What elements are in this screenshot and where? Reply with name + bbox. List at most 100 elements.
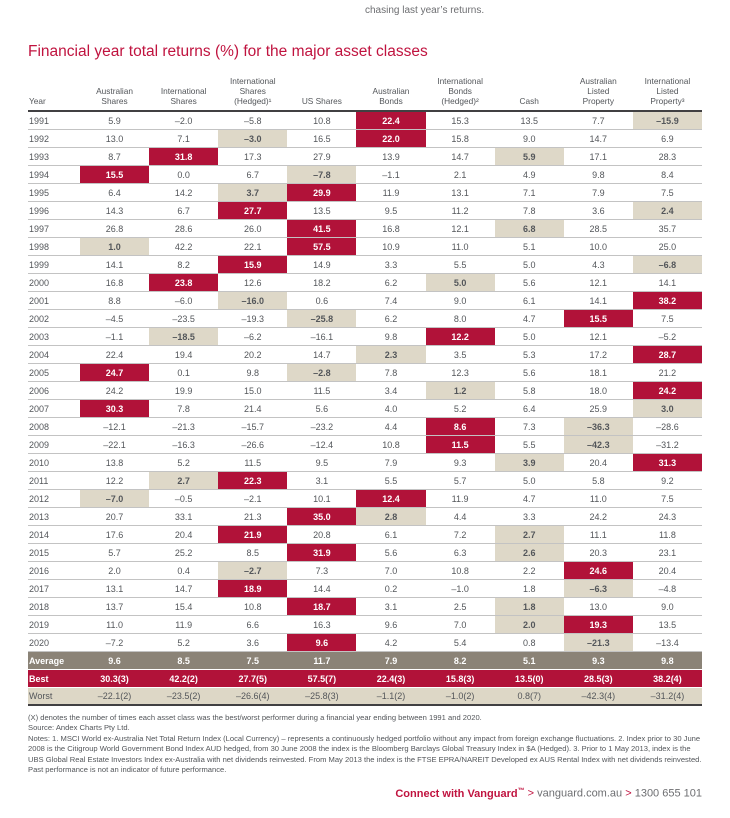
value-cell: 6.7: [246, 169, 260, 180]
worst-value-cell: –16.0: [218, 292, 288, 309]
table-row: 2017 13.1 14.7 18.9 14.4 0.2 –1.0 1.8 –6.3 –4.8: [28, 580, 702, 598]
value-cell: 5.7: [108, 547, 121, 558]
value-cell: 3.3: [522, 511, 536, 522]
value-cell: 14.3: [105, 205, 124, 216]
value-cell: –6.2: [244, 331, 262, 342]
value-cell: 12.6: [244, 277, 262, 288]
value-cell: 7.1: [522, 187, 536, 198]
value-cell: 9.5: [384, 205, 398, 216]
value-cell: 2.0: [108, 565, 121, 576]
summary-value-cell: 7.9: [384, 655, 398, 666]
worst-value-cell: 2.0: [494, 616, 564, 633]
summary-value-cell: 15.8(3): [445, 673, 475, 684]
value-cell: –5.8: [244, 115, 262, 126]
value-cell: 9.0: [522, 133, 536, 144]
best-value-cell: 41.5: [287, 220, 357, 237]
value-cell: 2.1: [453, 169, 467, 180]
value-cell: 26.0: [244, 223, 262, 234]
column-header: US Shares: [301, 95, 342, 106]
table-row: 1991 5.9 –2.0 –5.8 10.8 22.4 15.3 13.5 7.7 –15.9: [28, 112, 702, 130]
table-row: 1998 1.0 42.2 22.1 57.5 10.9 11.0 5.1 10.0 25.0: [28, 238, 702, 256]
best-value-cell: 22.4: [356, 112, 426, 129]
value-cell: –6.0: [174, 295, 193, 306]
value-cell: 28.5: [589, 223, 608, 234]
year-cell: 2006: [29, 385, 50, 396]
value-cell: 7.5: [661, 313, 674, 324]
value-cell: 5.2: [177, 637, 190, 648]
value-cell: 7.8: [384, 367, 398, 378]
value-cell: 25.2: [174, 547, 193, 558]
value-cell: 0.0: [177, 169, 190, 180]
value-cell: 5.5: [453, 259, 467, 270]
value-cell: 7.3: [315, 565, 329, 576]
value-cell: 7.9: [384, 457, 398, 468]
value-cell: 5.2: [453, 403, 467, 414]
value-cell: 23.1: [658, 547, 677, 558]
value-cell: –1.1: [105, 331, 124, 342]
value-cell: 33.1: [174, 511, 193, 522]
value-cell: 5.4: [453, 637, 467, 648]
value-cell: –31.2: [656, 439, 679, 450]
best-value-cell: 27.7: [218, 202, 288, 219]
value-cell: 16.3: [313, 619, 331, 630]
best-value-cell: 38.2: [632, 292, 702, 309]
table-row: 2006 24.2 19.9 15.0 11.5 3.4 1.2 5.8 18.0 24.2: [28, 382, 702, 400]
year-cell: 2016: [29, 565, 50, 576]
value-cell: 3.6: [246, 637, 260, 648]
value-cell: 28.6: [174, 223, 193, 234]
table-row: 2004 22.4 19.4 20.2 14.7 2.3 3.5 5.3 17.2 28.7: [28, 346, 702, 364]
table-header-row: Year Australian Shares International Shares I…: [28, 64, 702, 112]
value-cell: 7.0: [384, 565, 398, 576]
value-cell: 14.7: [589, 133, 608, 144]
value-cell: –21.3: [172, 421, 195, 432]
value-cell: –12.1: [103, 421, 126, 432]
phone-number: 1300 655 101: [634, 787, 702, 800]
worst-value-cell: 2.3: [356, 346, 426, 363]
value-cell: 8.2: [177, 259, 190, 270]
worst-value-cell: 2.7: [494, 526, 564, 543]
year-cell: 2004: [29, 349, 50, 360]
summary-value-cell: 0.8(7): [517, 691, 541, 701]
summary-value-cell: 8.5: [177, 655, 190, 666]
value-cell: –13.4: [656, 637, 679, 648]
value-cell: 14.1: [658, 277, 677, 288]
page-title: Financial year total returns (%) for the…: [28, 43, 428, 60]
value-cell: 8.5: [246, 547, 260, 558]
table-row: 2007 30.3 7.8 21.4 5.6 4.0 5.2 6.4 25.9 3.0: [28, 400, 702, 418]
value-cell: 20.7: [105, 511, 124, 522]
value-cell: 16.8: [105, 277, 124, 288]
value-cell: 2.5: [453, 601, 467, 612]
best-value-cell: 31.8: [149, 148, 219, 165]
table-row: 2011 12.2 2.7 22.3 3.1 5.5 5.7 5.0 5.8 9.2: [28, 472, 702, 490]
best-value-cell: 9.6: [287, 634, 357, 651]
value-cell: 4.7: [522, 493, 536, 504]
worst-value-cell: –2.8: [287, 364, 357, 381]
best-value-cell: 30.3: [80, 400, 150, 417]
summary-value-cell: 42.2(2): [169, 673, 198, 684]
vanguard-url: vanguard.com.au: [537, 787, 623, 800]
value-cell: 13.8: [105, 457, 124, 468]
best-value-cell: 31.9: [287, 544, 357, 561]
value-cell: –0.5: [174, 493, 193, 504]
summary-value-cell: 28.5(3): [584, 673, 613, 684]
worst-value-cell: –36.3: [563, 418, 633, 435]
best-value-cell: 12.2: [425, 328, 495, 345]
value-cell: 13.5: [658, 619, 677, 630]
value-cell: 3.1: [384, 601, 398, 612]
value-cell: 0.8: [522, 637, 536, 648]
value-cell: –15.7: [241, 421, 265, 432]
value-cell: 16.8: [382, 223, 400, 234]
value-cell: 13.0: [105, 133, 124, 144]
table-row: 2014 17.6 20.4 21.9 20.8 6.1 7.2 2.7 11.1 11.8: [28, 526, 702, 544]
summary-value-cell: 30.3(3): [100, 673, 129, 684]
value-cell: 10.1: [313, 493, 331, 504]
summary-label: Worst: [29, 691, 53, 701]
value-cell: 9.0: [453, 295, 467, 306]
table-row: 1997 26.8 28.6 26.0 41.5 16.8 12.1 6.8 28.5 35.7: [28, 220, 702, 238]
value-cell: –23.5: [172, 313, 195, 324]
worst-value-cell: 5.9: [494, 148, 564, 165]
summary-value-cell: –42.3(4): [581, 691, 616, 701]
value-cell: 4.4: [453, 511, 467, 522]
intro-text: chasing last year’s returns.: [365, 5, 485, 16]
value-cell: 11.1: [589, 529, 607, 540]
